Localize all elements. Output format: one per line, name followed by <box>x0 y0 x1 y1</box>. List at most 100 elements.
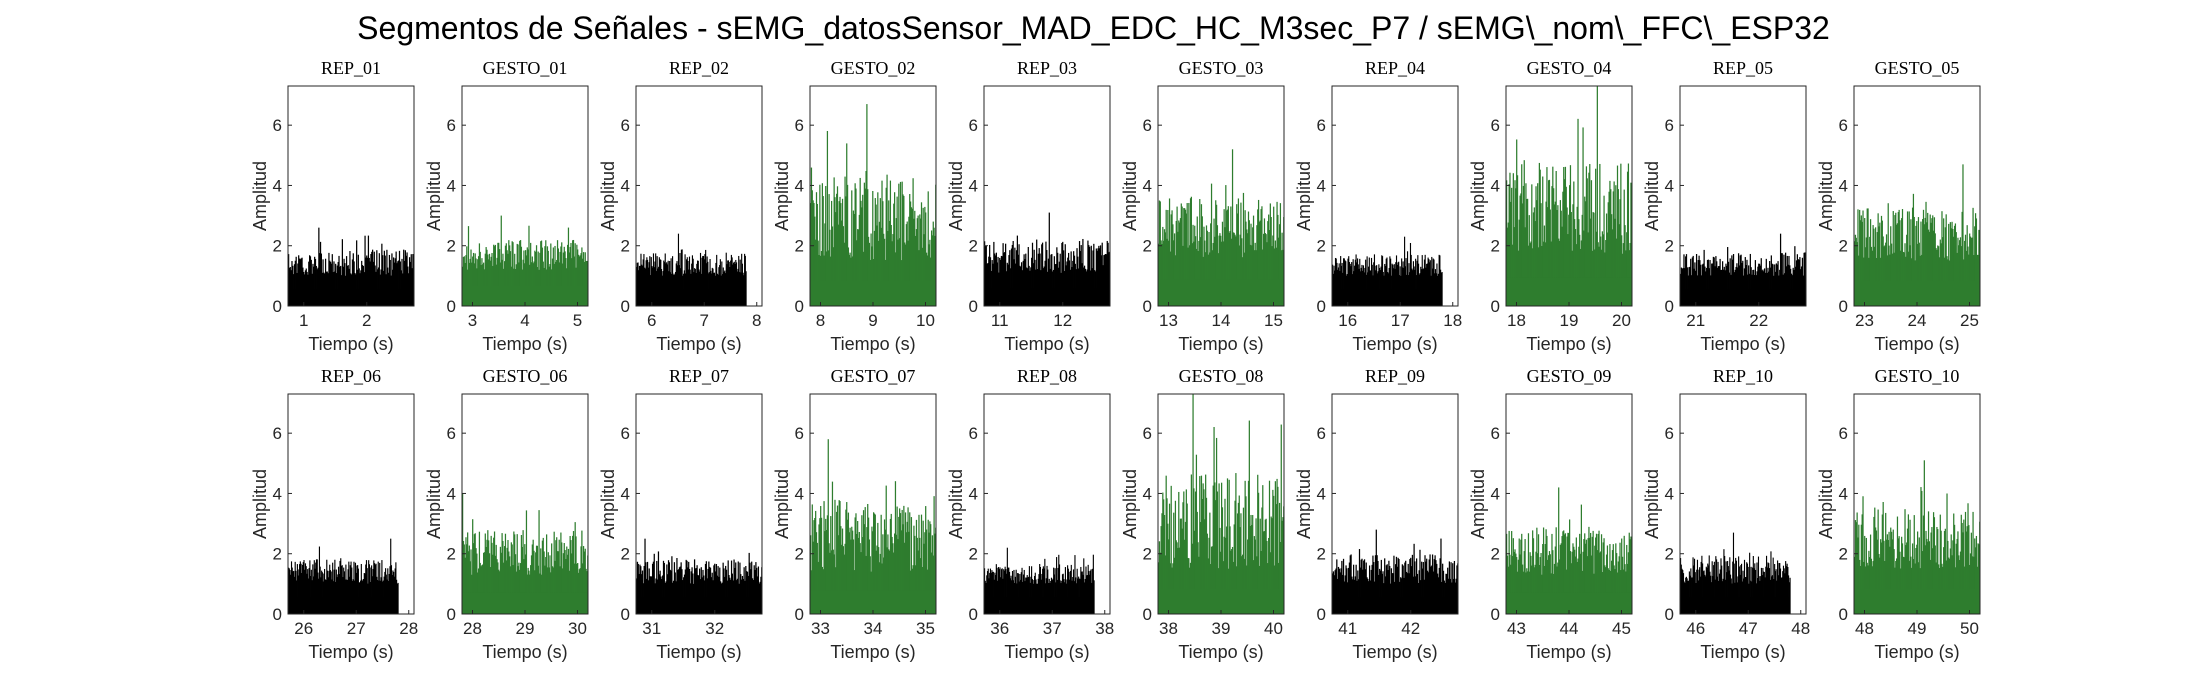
signal-bar <box>1586 178 1588 306</box>
signal-bar <box>1229 526 1231 614</box>
signal-bar <box>470 549 472 614</box>
signal-bar <box>1909 519 1911 614</box>
signal-bar <box>1062 573 1064 614</box>
signal-bar <box>583 551 586 614</box>
signal-bar <box>308 567 310 614</box>
signal-bar <box>577 254 580 306</box>
signal-bar <box>926 255 928 306</box>
signal-bar <box>650 257 652 306</box>
signal-bar <box>1269 552 1271 614</box>
signal-bar <box>1627 552 1630 614</box>
signal-bar <box>1162 492 1164 614</box>
signal-bar <box>1534 564 1536 614</box>
signal-bar <box>1923 224 1925 306</box>
signal-bar <box>1272 235 1274 306</box>
signal-bar <box>1423 268 1425 306</box>
signal-bar <box>1861 221 1863 306</box>
signal-bar <box>477 568 480 614</box>
signal-bar <box>1439 558 1441 614</box>
signal-bar <box>572 239 575 306</box>
signal-bar <box>1422 562 1424 614</box>
signal-bar <box>1510 564 1512 614</box>
signal-bar <box>880 514 882 614</box>
signal-bar <box>1257 474 1259 614</box>
signal-bar <box>1915 548 1917 614</box>
signal-bar <box>1692 255 1694 306</box>
signal-bar <box>385 574 387 614</box>
signal-bar <box>1239 527 1241 614</box>
signal-bar <box>1243 558 1245 614</box>
signal-bar <box>498 242 500 306</box>
signal-bar <box>289 570 291 614</box>
signal-bar <box>1333 575 1335 614</box>
signal-bar <box>330 261 332 306</box>
signal-bar <box>1788 255 1790 306</box>
signal-bar <box>688 256 691 306</box>
signal-bar <box>692 573 694 614</box>
signal-bar <box>354 562 357 614</box>
signal-bar <box>887 230 889 306</box>
signal-bar <box>1870 246 1873 306</box>
signal-bar <box>655 271 657 306</box>
signal-bar <box>1456 565 1458 614</box>
signal-bar <box>910 207 913 306</box>
signal-bar <box>1418 570 1420 614</box>
x-tick-label: 46 <box>1686 619 1705 638</box>
signal-bar <box>1176 542 1178 614</box>
signal-bar <box>579 568 581 614</box>
x-axis-label: Tiempo (s) <box>656 642 741 662</box>
signal-bar <box>1191 543 1193 614</box>
signal-bar <box>1197 542 1199 614</box>
signal-bar <box>1168 240 1170 306</box>
signal-bar <box>1064 567 1066 614</box>
signal-bar <box>484 533 486 614</box>
signal-bar <box>1216 225 1219 306</box>
signal-bar <box>574 243 576 306</box>
signal-bar <box>1058 564 1061 614</box>
signal-bar <box>1209 252 1211 306</box>
signal-bar <box>1244 480 1246 614</box>
signal-bar <box>835 567 837 614</box>
y-tick-label: 4 <box>1317 176 1326 195</box>
signal-bar <box>328 570 330 614</box>
signal-bar <box>1363 272 1365 306</box>
signal-bar <box>1542 176 1544 306</box>
signal-bar <box>1263 233 1265 306</box>
signal-bar <box>1913 515 1915 614</box>
signal-bar <box>1179 222 1181 306</box>
signal-bar <box>1932 230 1935 306</box>
signal-bar <box>1247 233 1249 306</box>
signal-bar <box>534 250 536 306</box>
signal-bar <box>1595 231 1598 306</box>
signal-bar <box>1429 260 1431 306</box>
signal-bar <box>730 254 732 306</box>
x-tick-label: 20 <box>1612 311 1631 330</box>
signal-bar <box>1960 514 1962 614</box>
signal-bar <box>1280 250 1282 306</box>
signal-bar <box>991 570 993 614</box>
signal-bar <box>760 576 762 614</box>
signal-bar <box>370 254 372 306</box>
signal-bar <box>1101 242 1103 306</box>
signal-bar <box>1520 539 1522 614</box>
signal-bar <box>641 265 644 306</box>
signal-bar <box>1026 267 1028 306</box>
signal-bar <box>1716 261 1718 306</box>
signal-bar <box>1556 209 1558 306</box>
signal-bar <box>517 244 519 306</box>
signal-bar <box>722 562 724 614</box>
signal-bar <box>1704 574 1706 614</box>
signal-bar <box>852 539 855 614</box>
signal-bar <box>490 535 492 614</box>
signal-bar <box>915 235 917 306</box>
signal-bar <box>1077 578 1079 614</box>
signal-bar <box>1033 576 1036 614</box>
signal-bar <box>1738 265 1741 306</box>
signal-bar <box>841 528 844 614</box>
signal-bar <box>818 524 820 614</box>
signal-bar <box>892 543 894 614</box>
signal-bar <box>1944 227 1946 306</box>
signal-bar <box>1359 271 1362 306</box>
signal-bar <box>749 562 751 614</box>
